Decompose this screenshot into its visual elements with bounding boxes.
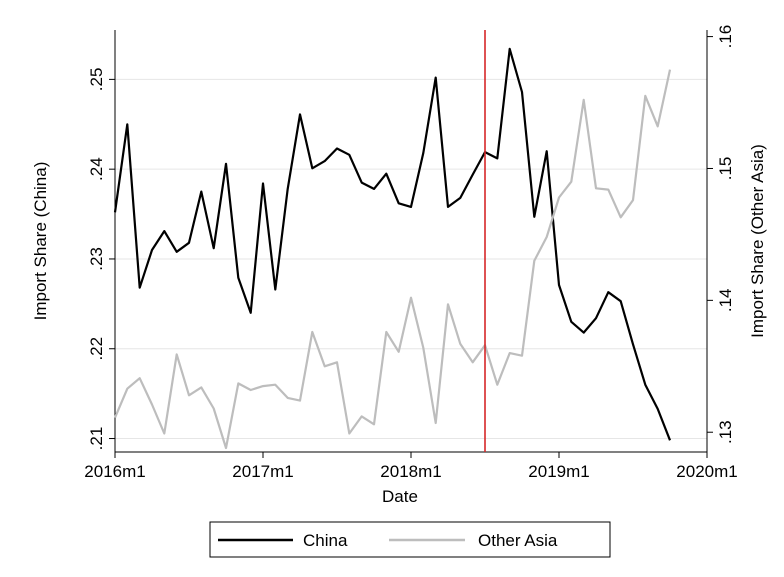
x-tick-label: 2017m1 — [232, 462, 293, 481]
grid-lines — [115, 78, 707, 440]
series-line-other-asia — [113, 69, 672, 450]
series-layer — [113, 47, 672, 450]
left-y-tick-label: .25 — [87, 68, 106, 92]
right-y-tick-label: .14 — [716, 289, 735, 313]
left-y-tick-label: .21 — [87, 427, 106, 451]
right-y-tick-label: .16 — [716, 25, 735, 49]
right-y-axis-label: Import Share (Other Asia) — [748, 144, 767, 338]
right-y-tick-label: .13 — [716, 420, 735, 444]
x-tick-label: 2016m1 — [84, 462, 145, 481]
left-y-tick-label: .22 — [87, 337, 106, 361]
legend: China Other Asia — [209, 521, 611, 558]
x-axis-label: Date — [382, 487, 418, 506]
x-tick-label: 2019m1 — [528, 462, 589, 481]
left-y-axis-label: Import Share (China) — [31, 162, 50, 321]
axis-ticks: .21 .22 .23 .24 .25 .13 .14 .15 .16 2016m1 2017m1 2… — [84, 25, 737, 481]
x-tick-label: 2018m1 — [380, 462, 441, 481]
left-y-tick-label: .23 — [87, 247, 106, 271]
series-line-china — [113, 47, 672, 441]
legend-label-other-asia: Other Asia — [478, 531, 558, 550]
legend-label-china: China — [303, 531, 348, 550]
x-tick-label: 2020m1 — [676, 462, 737, 481]
right-y-tick-label: .15 — [716, 157, 735, 181]
left-y-tick-label: .24 — [87, 157, 106, 181]
